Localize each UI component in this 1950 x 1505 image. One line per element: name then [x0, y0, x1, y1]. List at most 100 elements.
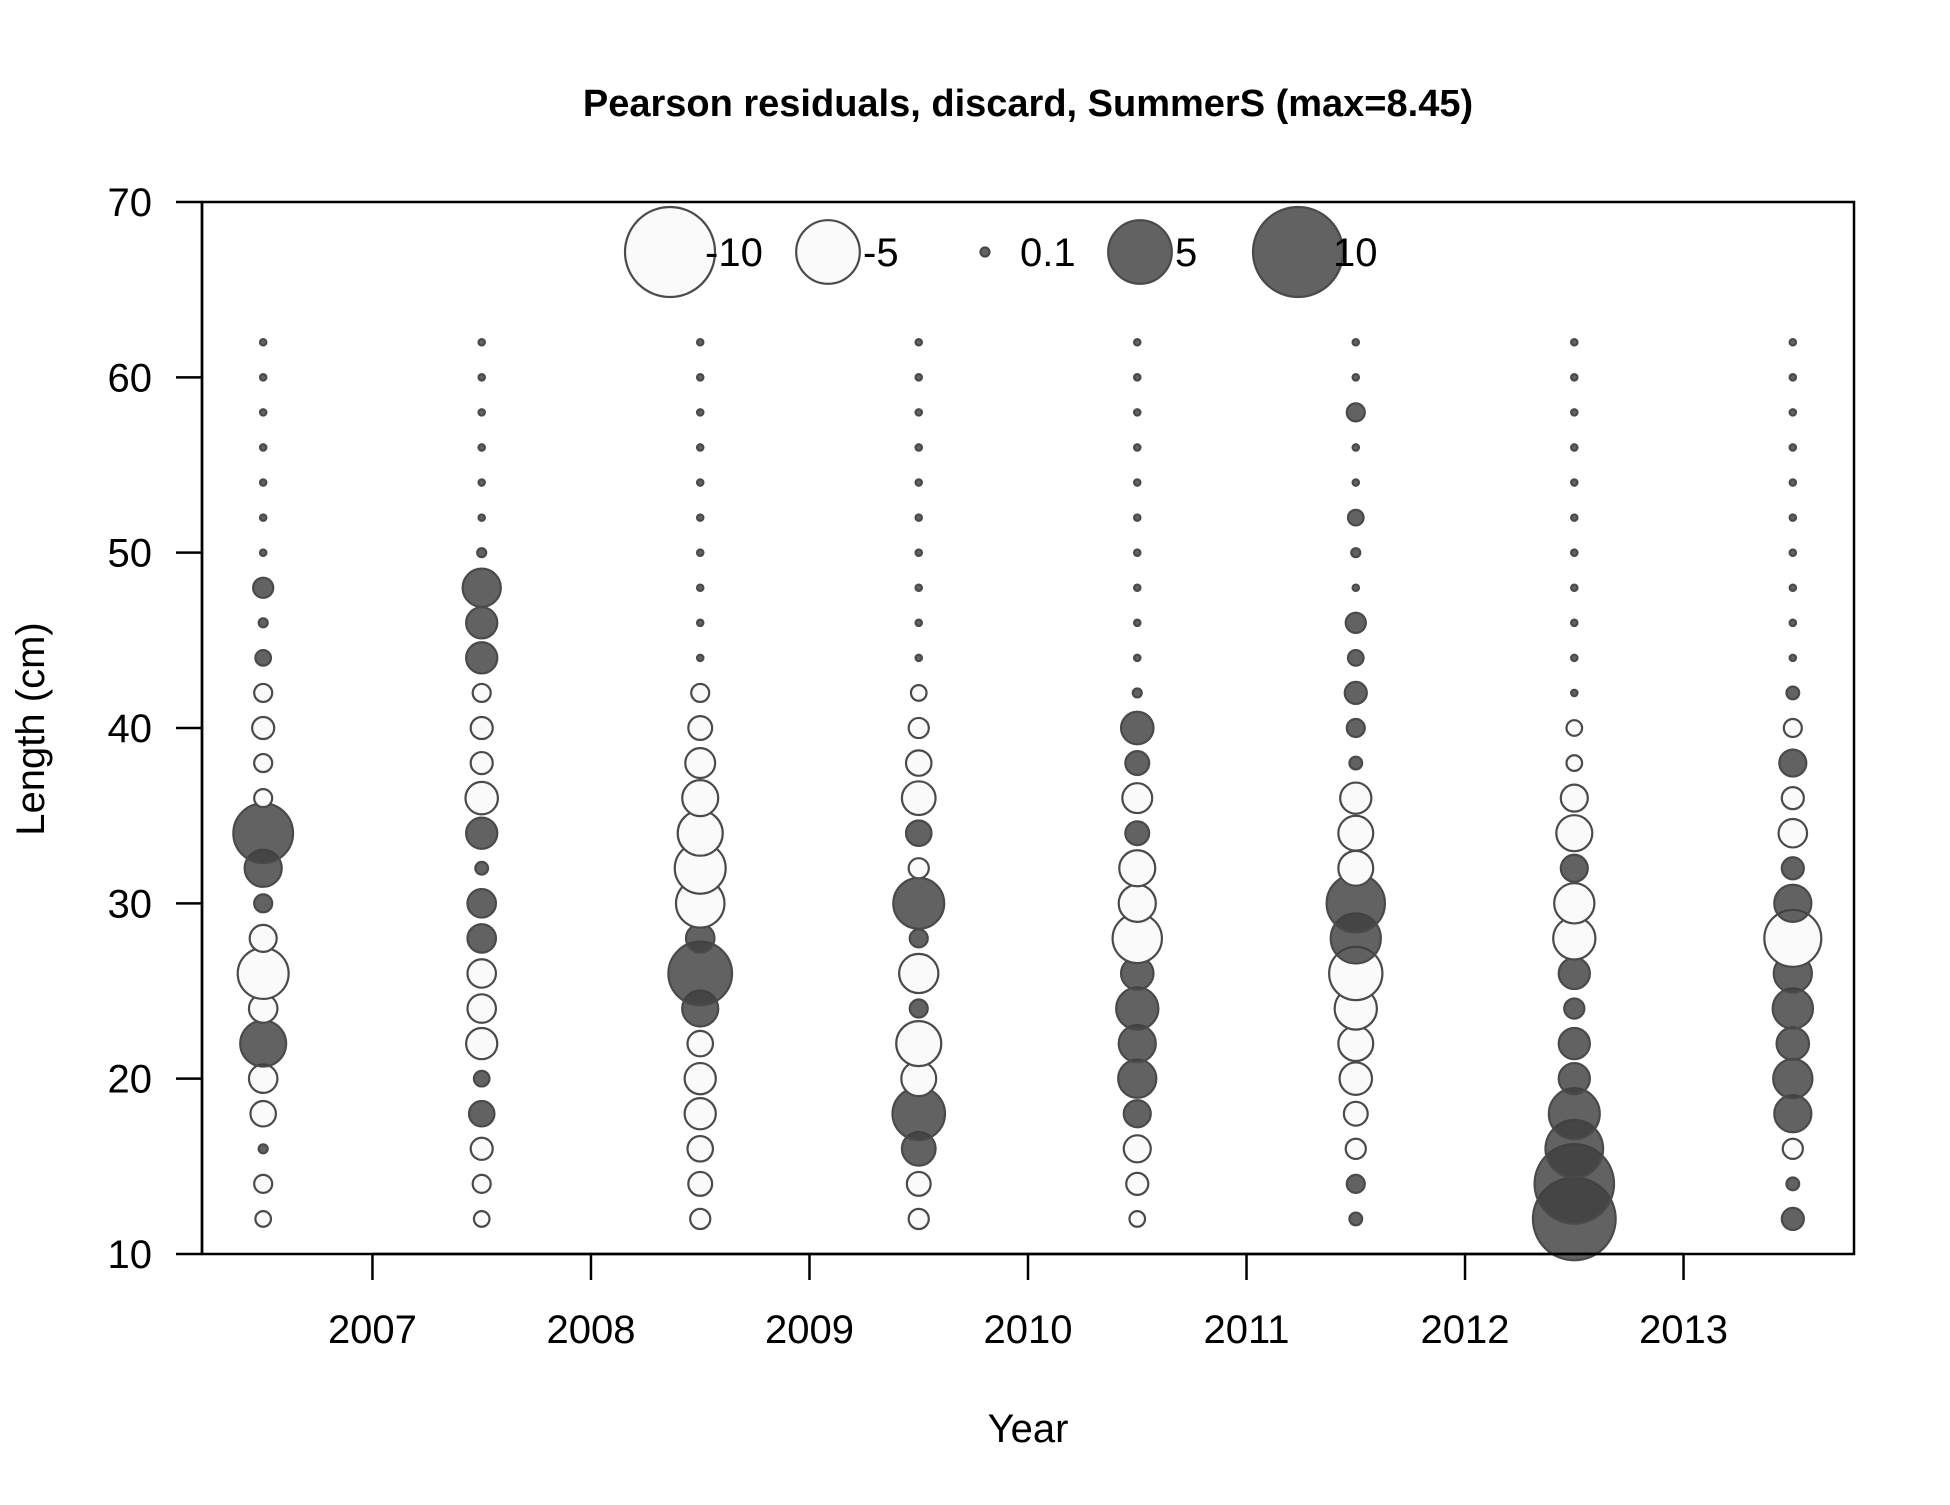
bubble-point: [1570, 443, 1579, 452]
bubble-point: [477, 373, 486, 382]
bubble-point: [254, 1210, 273, 1228]
bubble-point: [686, 1029, 715, 1058]
bubble-point: [1780, 856, 1805, 881]
bubble-point: [1780, 1206, 1805, 1232]
plot-frame: [200, 200, 1856, 1256]
bubble-point: [914, 653, 924, 663]
bubble-point: [1775, 1026, 1811, 1061]
bubble-point: [1121, 782, 1154, 815]
bubble-point: [686, 1134, 715, 1163]
bubble-point: [248, 923, 278, 954]
bubble-point: [249, 1099, 278, 1128]
bubble-point: [1346, 648, 1365, 667]
bubble-point: [689, 1207, 712, 1231]
bubble-point: [258, 548, 268, 557]
legend-label: 0.1: [1020, 231, 1076, 275]
bubble-point: [1555, 814, 1594, 853]
bubble-point: [1565, 719, 1584, 737]
bubble-point: [469, 1136, 494, 1161]
bubble-point: [908, 928, 929, 949]
bubble-point: [905, 1170, 932, 1197]
chart-title: Pearson residuals, discard, SummerS (max…: [583, 83, 1473, 125]
bubble-point: [1570, 653, 1579, 663]
bubble-point: [466, 993, 498, 1024]
bubble-point: [1788, 583, 1798, 593]
bubble-point: [1128, 1210, 1147, 1228]
bubble-point: [1132, 513, 1142, 522]
bubble-point: [253, 752, 274, 774]
bubble-point: [258, 443, 268, 452]
bubble-point: [1339, 781, 1373, 815]
bubble-point: [247, 1063, 279, 1094]
bubble-point: [695, 337, 705, 347]
bubble-point: [1547, 1087, 1601, 1141]
bubble-point: [1788, 478, 1798, 487]
legend-symbol: [979, 246, 991, 258]
bubble-point: [477, 408, 486, 417]
y-tick-label: 50: [108, 532, 153, 576]
bubble-point: [1348, 755, 1364, 771]
legend-label: 10: [1333, 231, 1378, 275]
bubble-point: [1570, 337, 1579, 347]
x-tick-label: 2007: [328, 1308, 417, 1352]
bubble-point: [914, 337, 924, 347]
bubble-point: [465, 606, 499, 640]
bubble-point: [1337, 814, 1375, 852]
bubble-point: [1124, 750, 1151, 777]
bubble-point: [239, 1019, 288, 1068]
bubble-point: [1348, 1211, 1364, 1227]
legend-symbol: [623, 205, 717, 299]
bubble-point: [471, 1173, 492, 1194]
bubble-point: [465, 816, 499, 850]
bubble-point: [1788, 653, 1798, 663]
bubble-point: [683, 1061, 717, 1096]
bubble-point: [1570, 478, 1579, 487]
bubble-point: [684, 747, 717, 780]
bubble-point: [695, 408, 705, 417]
bubble-point: [695, 513, 705, 522]
bubble-point: [1570, 583, 1579, 593]
bubble-point: [1788, 443, 1798, 452]
bubble-point: [464, 780, 500, 816]
bubble-point: [1557, 1026, 1591, 1061]
bubbles-layer: [232, 337, 1823, 1262]
y-tick-label: 30: [108, 882, 153, 926]
bubble-point: [900, 780, 937, 817]
bubble-point: [477, 513, 486, 522]
bubble-point: [1132, 337, 1142, 347]
bubble-point: [1132, 548, 1142, 557]
bubble-point: [236, 946, 290, 1001]
bubble-point: [914, 443, 924, 452]
x-tick-label: 2013: [1639, 1308, 1728, 1352]
bubble-point: [914, 618, 924, 628]
legend: -10 -5 0.1 5 10: [623, 205, 1378, 299]
bubble-point: [1570, 688, 1579, 698]
bubble-point: [695, 583, 705, 593]
x-tick-label: 2008: [546, 1308, 635, 1352]
bubble-point: [695, 653, 705, 663]
y-axis-label: Length (cm): [9, 622, 53, 835]
bubble-point: [1570, 373, 1579, 382]
bubble-point: [914, 513, 924, 522]
y-tick-label: 70: [108, 181, 153, 225]
bubble-point: [1788, 548, 1798, 557]
bubble-point: [1119, 710, 1155, 746]
bubble-point: [914, 478, 924, 487]
bubble-point: [1122, 1099, 1152, 1129]
legend-symbol: [1251, 205, 1345, 299]
x-tick-label: 2012: [1421, 1308, 1510, 1352]
bubble-point: [914, 408, 924, 417]
bubble-point: [1780, 786, 1805, 811]
bubble-point: [1117, 883, 1157, 923]
legend-label: -5: [863, 231, 899, 275]
y-tick-label: 40: [108, 707, 153, 751]
bubble-point: [690, 682, 711, 704]
bubble-point: [681, 779, 720, 818]
bubble-point: [1351, 443, 1361, 452]
bubble-point: [1345, 402, 1366, 423]
legend-label: 5: [1175, 231, 1197, 275]
bubble-point: [1342, 1100, 1369, 1127]
x-tick-label: 2010: [984, 1308, 1073, 1352]
bubble-point: [1570, 408, 1579, 417]
